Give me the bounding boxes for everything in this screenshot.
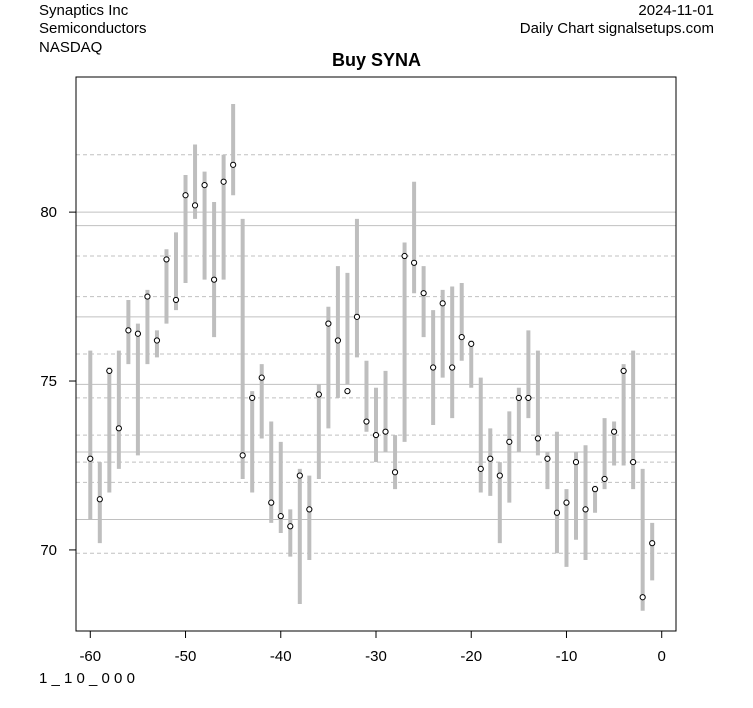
close-point <box>134 330 142 337</box>
close-point <box>344 388 351 395</box>
close-point <box>487 455 494 462</box>
chart-date: 2024-11-01 <box>638 2 714 19</box>
close-point <box>620 367 627 374</box>
close-point <box>496 472 503 479</box>
close-point <box>534 435 542 442</box>
close-point <box>506 438 513 445</box>
close-point <box>306 506 313 513</box>
x-tick-label: -40 <box>270 648 292 665</box>
close-point <box>391 469 399 476</box>
close-point <box>420 290 427 297</box>
close-point <box>363 418 370 425</box>
close-point <box>372 431 380 439</box>
close-point <box>115 425 122 432</box>
close-point <box>649 540 656 547</box>
close-point <box>468 340 475 347</box>
close-point <box>87 455 94 462</box>
exchange-name: NASDAQ <box>39 39 103 56</box>
y-tick-label: 70 <box>40 542 57 559</box>
footer-code: 1 _ 1 0 _ 0 0 0 <box>39 670 135 687</box>
close-point <box>630 458 637 466</box>
close-point <box>106 367 113 374</box>
close-point <box>182 192 189 199</box>
close-point <box>353 313 361 320</box>
close-point <box>220 178 227 185</box>
close-point <box>230 161 237 168</box>
x-tick-label: -30 <box>365 648 387 665</box>
close-point <box>582 506 589 513</box>
y-axis: 70 75 80 <box>40 204 77 559</box>
close-point <box>410 259 418 266</box>
close-point <box>172 296 180 304</box>
close-point <box>325 320 332 327</box>
close-point <box>210 276 218 283</box>
chart-source: Daily Chart signalsetups.com <box>519 20 714 37</box>
close-point <box>591 486 599 493</box>
close-points <box>87 161 656 601</box>
close-point <box>477 465 484 472</box>
close-point <box>515 394 522 402</box>
close-point <box>601 475 608 483</box>
close-point <box>163 256 170 263</box>
close-point <box>610 428 618 435</box>
y-tick-label: 75 <box>40 373 57 390</box>
y-tick-label: 80 <box>40 204 57 221</box>
close-point <box>191 202 199 209</box>
x-tick-label: -60 <box>79 648 101 665</box>
chart-title: Buy SYNA <box>331 50 421 70</box>
close-point <box>553 509 561 516</box>
x-axis: -60 -50 -40 -30 -20 -10 0 <box>79 630 666 665</box>
x-tick-label: 0 <box>658 648 666 665</box>
close-point <box>458 334 465 341</box>
close-point <box>563 499 570 506</box>
close-point <box>430 364 437 371</box>
close-point <box>439 300 446 307</box>
close-point <box>153 337 161 344</box>
sector-name: Semiconductors <box>39 20 147 37</box>
close-point <box>201 181 208 189</box>
x-tick-label: -50 <box>175 648 197 665</box>
close-point <box>382 428 389 435</box>
close-point <box>572 458 580 466</box>
close-point <box>449 364 456 371</box>
close-point <box>296 472 303 479</box>
close-point <box>277 513 284 520</box>
close-point <box>639 594 646 601</box>
close-point <box>258 374 265 381</box>
close-point <box>249 394 256 402</box>
range-bars <box>88 104 655 611</box>
close-point <box>96 496 103 503</box>
x-tick-label: -20 <box>460 648 482 665</box>
x-tick-label: -10 <box>556 648 578 665</box>
close-point <box>334 337 342 344</box>
close-point <box>401 252 408 260</box>
close-point <box>315 391 322 398</box>
close-point <box>144 293 151 300</box>
close-point <box>268 499 275 506</box>
close-point <box>125 327 132 334</box>
close-point <box>544 455 551 462</box>
close-point <box>239 452 246 459</box>
close-point <box>525 394 532 402</box>
company-name: Synaptics Inc <box>39 2 129 19</box>
close-point <box>287 523 294 530</box>
